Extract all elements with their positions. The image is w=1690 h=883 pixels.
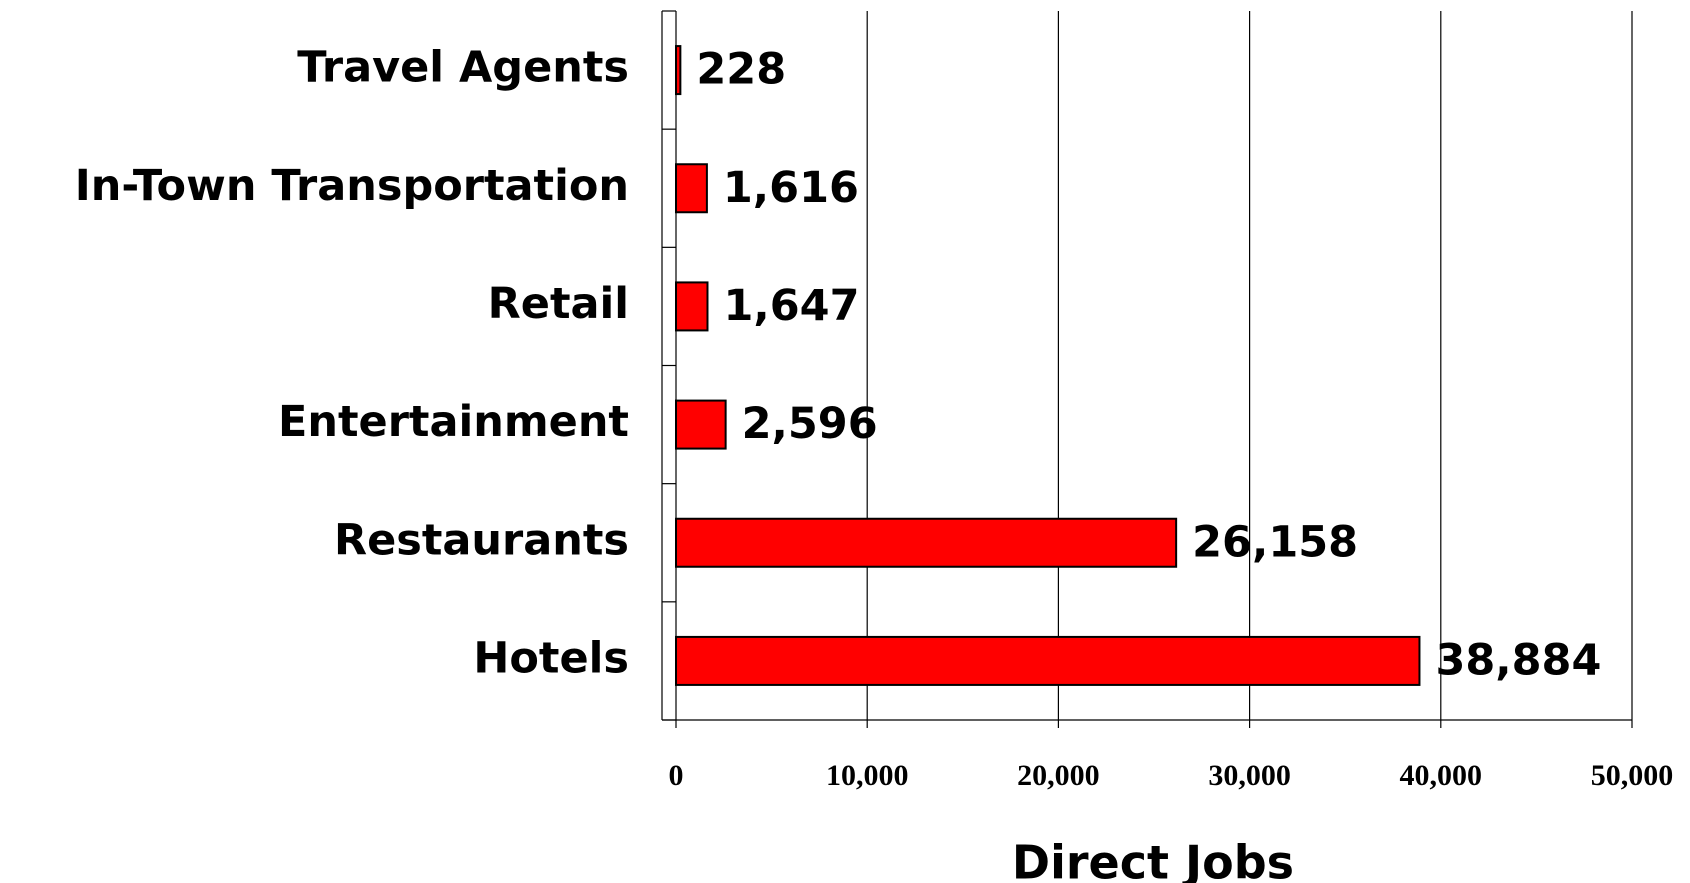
value-label: 1,616	[723, 163, 859, 213]
value-label: 2,596	[742, 399, 878, 449]
value-label: 1,647	[723, 281, 859, 331]
x-tick-label: 50,000	[1591, 759, 1674, 792]
value-label: 228	[696, 45, 786, 95]
y-tick-label: Entertainment	[278, 397, 629, 447]
y-tick-label: Hotels	[473, 633, 629, 683]
x-axis-title: Direct Jobs	[1012, 836, 1294, 883]
y-tick-label: Travel Agents	[297, 43, 629, 93]
x-tick-label: 0	[669, 759, 684, 792]
bar	[675, 45, 682, 96]
x-tick-label: 10,000	[826, 759, 909, 792]
bar	[675, 635, 1421, 686]
value-label: 26,158	[1192, 517, 1358, 567]
value-label: 38,884	[1435, 635, 1601, 685]
y-tick-label: In-Town Transportation	[75, 161, 629, 211]
y-tick-label: Retail	[488, 279, 629, 329]
bar	[675, 163, 708, 214]
x-tick-label: 30,000	[1208, 759, 1291, 792]
bar	[675, 517, 1178, 568]
x-tick-label: 40,000	[1400, 759, 1483, 792]
bar	[675, 399, 727, 450]
bar	[675, 281, 709, 332]
y-tick-label: Restaurants	[334, 515, 629, 565]
x-tick-label: 20,000	[1017, 759, 1100, 792]
